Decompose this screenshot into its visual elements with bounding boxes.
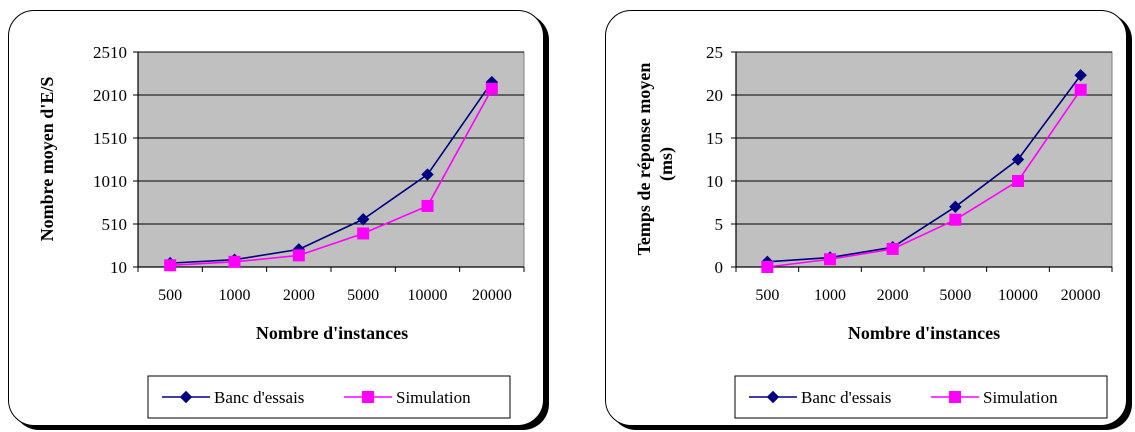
- data-point-simulation: [1012, 175, 1024, 187]
- data-point-simulation: [485, 82, 498, 95]
- data-point-banc-essais: [1011, 153, 1025, 166]
- data-point-simulation: [421, 199, 434, 212]
- x-tick-label: 1000: [814, 287, 846, 304]
- x-tick-label: 2000: [877, 287, 909, 304]
- x-tick-label: 2000: [283, 287, 315, 304]
- x-axis-title: Nombre d'instances: [848, 323, 1000, 343]
- series-line-simulation: [170, 88, 493, 267]
- y-axis-title-line-1: Temps de réponse moyen: [634, 63, 654, 256]
- data-point-simulation: [292, 249, 305, 262]
- y-tick-label: 20: [706, 86, 723, 105]
- legend-label-simulation: Simulation: [983, 388, 1058, 407]
- data-point-simulation: [761, 261, 774, 273]
- data-point-simulation: [164, 259, 177, 272]
- y-tick-label: 0: [715, 258, 724, 277]
- chart-response-time: 0 5 10 15 20 25 500 1000 2000 5000 10000 20000 Nombr…: [634, 43, 1113, 419]
- legend-marker-banc-essais: [766, 390, 780, 404]
- data-point-simulation: [824, 253, 836, 266]
- legend-marker-simulation: [949, 391, 961, 403]
- x-tick-label: 20000: [472, 287, 512, 304]
- y-tick-label: 10: [706, 172, 723, 191]
- plot-area: [735, 51, 1113, 268]
- y-tick-label: 5: [715, 215, 724, 234]
- y-tick-label: 10: [110, 258, 127, 277]
- y-tick-label: 510: [102, 215, 128, 234]
- y-tick-label: 2510: [93, 43, 127, 62]
- series-line-banc-essais: [767, 74, 1082, 263]
- x-tick-label: 500: [158, 287, 182, 304]
- data-point-simulation: [886, 242, 899, 255]
- data-point-banc-essais: [421, 168, 434, 181]
- data-point-simulation: [357, 227, 370, 240]
- legend-label-banc-essais: Banc d'essais: [214, 388, 304, 407]
- x-tick-label: 20000: [1061, 287, 1101, 304]
- chart-panel-response-time: 0 5 10 15 20 25 500 1000 2000 5000 10000 20000 Nombr…: [605, 10, 1127, 426]
- y-axis-title-line-2: (ms): [656, 147, 677, 181]
- y-tick-label: 15: [706, 129, 723, 148]
- y-axis-title: Nombre moyen d'E/S: [37, 77, 57, 242]
- chart-io: 10 510 1010 1510 2010 2510 500 1000 2000 5000 1000…: [37, 43, 525, 419]
- x-tick-label: 5000: [939, 287, 971, 304]
- data-point-banc-essais: [1074, 69, 1087, 82]
- y-tick-label: 25: [706, 43, 723, 62]
- chart-panel-io: 10 510 1010 1510 2010 2510 500 1000 2000 5000 1000…: [8, 10, 544, 426]
- y-tick-label: 1010: [93, 172, 127, 191]
- y-tick-label: 1510: [93, 129, 127, 148]
- series-line-simulation: [767, 89, 1082, 268]
- legend-label-simulation: Simulation: [396, 388, 471, 407]
- x-tick-label: 500: [755, 287, 779, 304]
- x-axis-title: Nombre d'instances: [256, 323, 408, 343]
- y-tick-label: 2010: [93, 86, 127, 105]
- x-tick-label: 10000: [998, 287, 1038, 304]
- plot-area: [137, 51, 525, 268]
- legend-label-banc-essais: Banc d'essais: [801, 388, 891, 407]
- x-tick-label: 5000: [347, 287, 379, 304]
- data-point-simulation: [949, 213, 962, 226]
- x-tick-label: 1000: [219, 287, 251, 304]
- series-line-banc-essais: [170, 81, 493, 264]
- legend-marker-banc-essais: [179, 390, 193, 404]
- data-point-banc-essais: [949, 200, 962, 214]
- x-tick-label: 10000: [408, 287, 448, 304]
- legend-marker-simulation: [362, 391, 374, 403]
- data-point-banc-essais: [356, 213, 370, 226]
- data-point-simulation: [1074, 83, 1087, 96]
- data-point-simulation: [228, 255, 241, 268]
